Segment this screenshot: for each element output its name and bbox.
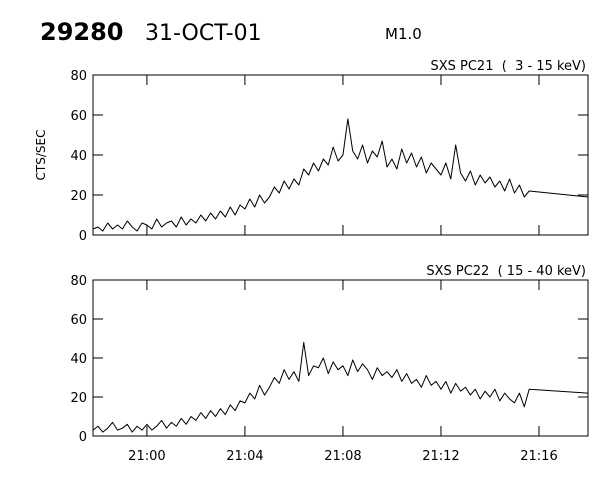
x-tick-label: 21:16 [520,449,557,464]
event-date: 31-OCT-01 [145,21,262,46]
x-tick-label: 21:12 [422,449,459,464]
y-tick-label: 20 [70,391,87,406]
y-tick-label: 0 [79,430,87,445]
y-tick-label: 80 [70,69,87,84]
panel-title: SXS PC21 ( 3 - 15 keV) [430,59,586,74]
y-tick-label: 80 [70,274,87,289]
flare-class: M1.0 [385,25,422,43]
x-tick-label: 21:04 [226,449,263,464]
y-tick-label: 40 [70,352,87,367]
panel-title: SXS PC22 ( 15 - 40 keV) [426,264,586,279]
data-line [92,118,589,232]
y-tick-label: 60 [70,109,87,124]
event-number: 29280 [40,18,124,46]
y-tick-label: 40 [70,149,87,164]
y-tick-label: 20 [70,189,87,204]
y-tick-label: 60 [70,313,87,328]
y-axis-label: CTS/SEC [34,130,48,181]
x-tick-label: 21:08 [324,449,361,464]
y-tick-label: 0 [79,229,87,244]
data-line [92,341,589,433]
x-tick-label: 21:00 [128,449,165,464]
